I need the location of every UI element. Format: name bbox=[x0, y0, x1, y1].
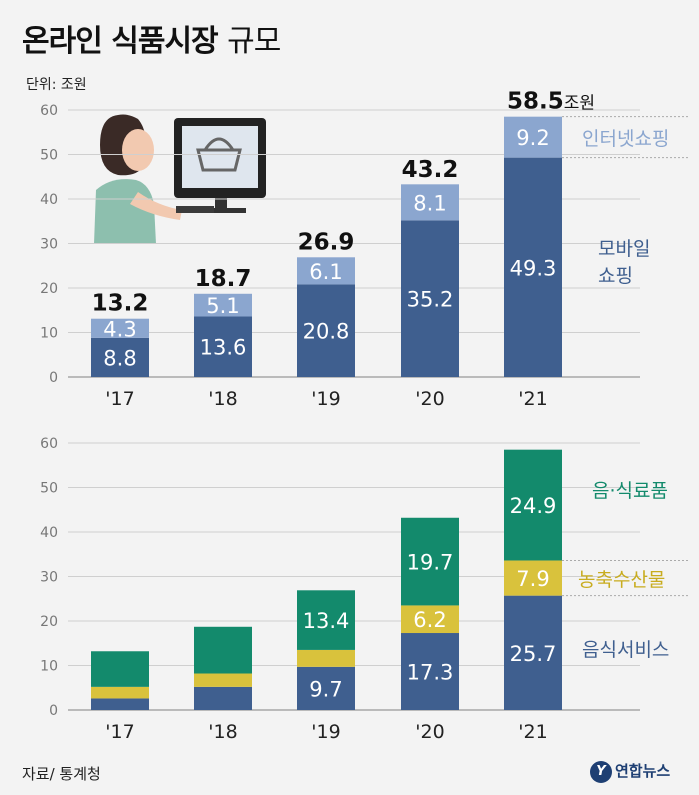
data-label: 5.1 bbox=[206, 294, 239, 318]
data-label: 6.2 bbox=[413, 608, 446, 632]
y-tick-label: 10 bbox=[40, 659, 58, 675]
data-label: 9.7 bbox=[309, 677, 342, 701]
bar-segment bbox=[297, 666, 355, 710]
y-tick-label: 60 bbox=[40, 436, 58, 452]
bar-segment bbox=[401, 220, 459, 377]
data-label: 9.2 bbox=[516, 126, 549, 150]
legend-mobile-line1: 모바일 bbox=[598, 238, 650, 260]
data-label: 13.6 bbox=[200, 336, 247, 360]
y-tick-label: 50 bbox=[40, 148, 58, 164]
data-label: 17.3 bbox=[407, 661, 454, 685]
y-tick-label: 60 bbox=[40, 103, 58, 119]
logo-icon: Y bbox=[590, 760, 612, 783]
bar-segment bbox=[297, 649, 355, 667]
y-tick-label: 50 bbox=[40, 481, 58, 497]
bar-segment bbox=[91, 686, 149, 699]
y-tick-label: 40 bbox=[40, 525, 58, 541]
bar-segment bbox=[504, 116, 562, 158]
bar-segment bbox=[91, 318, 149, 338]
publisher-logo: Y 연합뉴스 bbox=[590, 760, 670, 783]
y-tick-label: 10 bbox=[40, 326, 58, 342]
bar-segment bbox=[504, 560, 562, 596]
legend-internet: 인터넷쇼핑 bbox=[582, 128, 669, 150]
y-tick-label: 30 bbox=[40, 237, 58, 253]
bar-segment bbox=[504, 157, 562, 377]
bar-segment bbox=[194, 316, 252, 377]
logo-text: 연합뉴스 bbox=[615, 762, 671, 780]
x-tick-label: '21 bbox=[518, 721, 547, 743]
x-tick-label: '20 bbox=[415, 721, 444, 743]
y-tick-label: 40 bbox=[40, 192, 58, 208]
x-tick-label: '21 bbox=[518, 388, 547, 410]
legend-mobile-line2: 쇼핑 bbox=[598, 265, 633, 287]
bar-segment bbox=[401, 517, 459, 606]
total-unit: 조원 bbox=[564, 94, 595, 114]
bar-segment bbox=[401, 184, 459, 221]
data-label: 20.8 bbox=[303, 320, 350, 344]
title-main: 온라인 식품시장 bbox=[22, 24, 219, 59]
y-tick-label: 20 bbox=[40, 614, 58, 630]
bar-segment bbox=[194, 673, 252, 687]
bar-segment bbox=[401, 605, 459, 634]
bar-segment bbox=[194, 686, 252, 710]
bar-segment bbox=[91, 651, 149, 687]
y-tick-label: 0 bbox=[49, 370, 58, 386]
data-label: 24.9 bbox=[510, 494, 557, 518]
data-label: 4.3 bbox=[103, 317, 136, 341]
x-tick-label: '18 bbox=[208, 388, 237, 410]
total-label: 13.2 bbox=[92, 290, 149, 316]
bar-segment bbox=[194, 626, 252, 674]
bar-segment bbox=[297, 257, 355, 285]
source-label: 자료/ 통계청 bbox=[22, 765, 101, 783]
x-tick-label: '20 bbox=[415, 388, 444, 410]
bar-segment bbox=[91, 337, 149, 377]
x-tick-label: '19 bbox=[311, 388, 340, 410]
legend-agri: 농축수산물 bbox=[578, 569, 665, 591]
total-label: 58.5조원 bbox=[507, 89, 595, 115]
x-tick-label: '17 bbox=[105, 721, 134, 743]
bar-segment bbox=[504, 595, 562, 710]
y-tick-label: 20 bbox=[40, 281, 58, 297]
x-tick-label: '19 bbox=[311, 721, 340, 743]
total-label: 18.7 bbox=[195, 266, 252, 292]
data-label: 25.7 bbox=[510, 642, 557, 666]
data-label: 13.4 bbox=[303, 609, 350, 633]
bar-segment bbox=[91, 698, 149, 710]
data-label: 8.8 bbox=[103, 346, 136, 370]
bar-segment bbox=[401, 633, 459, 710]
bar-segment bbox=[297, 590, 355, 650]
bar-segment bbox=[504, 449, 562, 561]
total-label: 43.2 bbox=[402, 157, 459, 183]
y-tick-label: 0 bbox=[49, 703, 58, 719]
data-label: 8.1 bbox=[413, 191, 446, 215]
total-label: 26.9 bbox=[298, 229, 355, 255]
bar-segment bbox=[297, 284, 355, 377]
title-sub: 규모 bbox=[227, 24, 281, 59]
legend-food: 음·식료품 bbox=[592, 480, 668, 502]
data-label: 35.2 bbox=[407, 288, 454, 312]
unit-label: 단위: 조원 bbox=[26, 77, 87, 93]
data-label: 7.9 bbox=[516, 567, 549, 591]
x-tick-label: '17 bbox=[105, 388, 134, 410]
bar-segment bbox=[194, 293, 252, 317]
page-title: 온라인 식품시장 규모 bbox=[22, 16, 281, 60]
y-tick-label: 30 bbox=[40, 570, 58, 586]
data-label: 49.3 bbox=[510, 256, 557, 280]
x-tick-label: '18 bbox=[208, 721, 237, 743]
illustration-person-computer bbox=[94, 114, 266, 244]
legend-service: 음식서비스 bbox=[582, 639, 669, 661]
data-label: 6.1 bbox=[309, 260, 342, 284]
data-label: 19.7 bbox=[407, 551, 454, 575]
